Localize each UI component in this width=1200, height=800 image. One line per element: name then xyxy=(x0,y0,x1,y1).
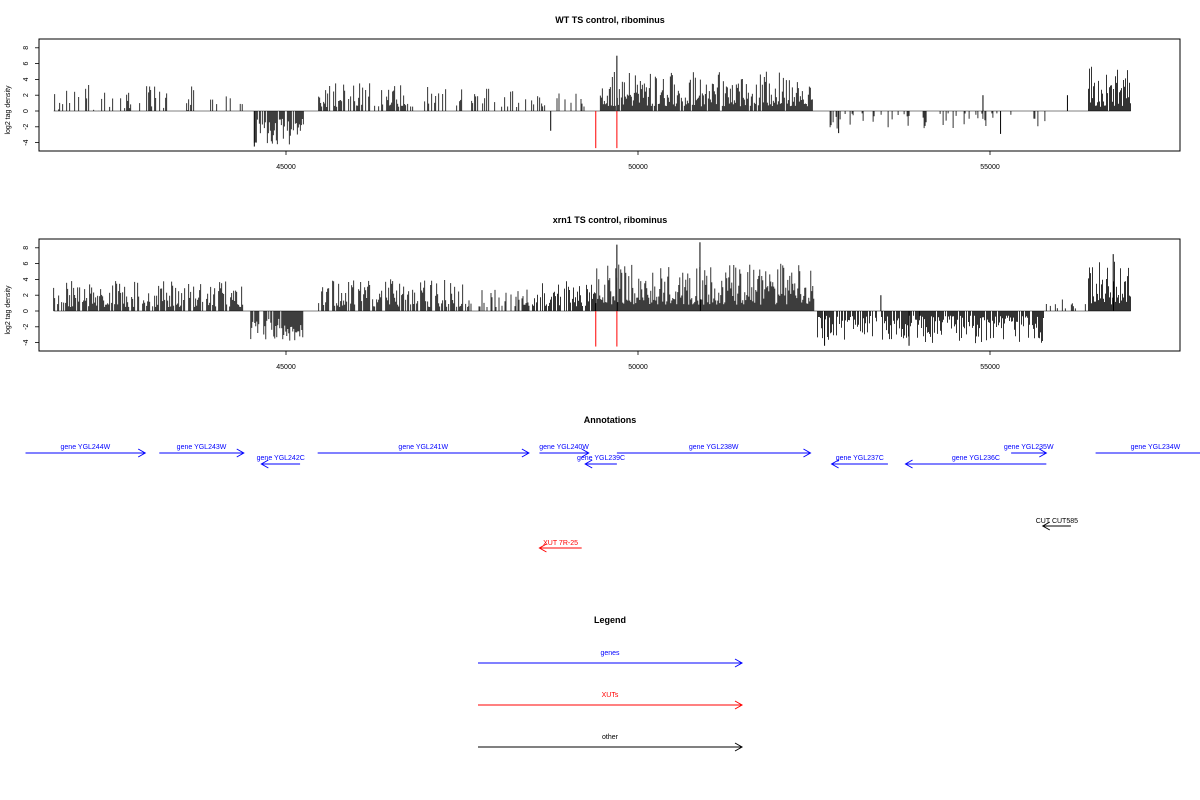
gene-feature: gene YGL236C xyxy=(904,455,1047,469)
x-axis-ticks: 45000 50000 55000 xyxy=(276,351,1000,371)
gene-feature: gene YGL234W xyxy=(1095,444,1200,454)
arrowhead-icon xyxy=(734,742,744,752)
y-tick-label: 8 xyxy=(23,46,30,50)
panel-title: WT TS control, ribominus xyxy=(555,15,665,25)
x-tick-label: 45000 xyxy=(276,164,296,171)
xut-feature: XUT 7R-25 xyxy=(538,540,582,553)
panel-title: xrn1 TS control, ribominus xyxy=(553,215,668,225)
y-axis-ticks: -4 -2 0 2 4 6 8 xyxy=(23,46,39,146)
arrowhead-icon xyxy=(734,700,744,710)
gene-feature: gene YGL235W xyxy=(1004,444,1054,458)
gene-feature: gene YGL238W xyxy=(616,444,812,458)
legend: Legend genes XUTs other xyxy=(478,615,744,752)
x-tick-label: 50000 xyxy=(628,164,648,171)
feature-label: gene YGL240W xyxy=(539,444,589,451)
y-tick-label: 4 xyxy=(23,277,30,281)
gene-feature: gene YGL239C xyxy=(577,455,625,469)
feature-label: gene YGL244W xyxy=(61,444,111,451)
arrowhead-icon xyxy=(137,448,147,458)
density-bars xyxy=(53,242,1131,347)
x-tick-label: 50000 xyxy=(628,364,648,371)
legend-item-other: other xyxy=(478,734,744,752)
y-tick-label: 6 xyxy=(23,262,30,266)
gene-feature: gene YGL241W xyxy=(317,444,530,458)
y-tick-label: 8 xyxy=(23,246,30,250)
y-axis-ticks: -4 -2 0 2 4 6 8 xyxy=(23,246,39,346)
arrowhead-icon xyxy=(1039,448,1048,458)
y-tick-label: 4 xyxy=(23,77,30,81)
arrowhead-icon xyxy=(1041,521,1051,531)
arrowhead-icon xyxy=(260,459,269,469)
arrowhead-icon xyxy=(521,448,530,458)
y-tick-label: 2 xyxy=(23,293,30,297)
y-axis-label: log2 tag density xyxy=(5,85,12,135)
legend-label: genes xyxy=(600,650,620,657)
feature-label: gene YGL238W xyxy=(689,444,739,451)
arrowhead-icon xyxy=(538,543,547,553)
legend-item-xuts: XUTs xyxy=(478,692,744,710)
arrowhead-icon xyxy=(584,459,593,469)
gene-feature: gene YGL237C xyxy=(830,455,888,469)
y-axis-label: log2 tag density xyxy=(5,285,12,335)
feature-label: gene YGL235W xyxy=(1004,444,1054,451)
arrowhead-icon xyxy=(830,459,839,469)
y-tick-label: 2 xyxy=(23,93,30,97)
gene-feature: gene YGL243W xyxy=(159,444,245,458)
feature-label: gene YGL237C xyxy=(836,455,884,462)
feature-label: CUT CUT585 xyxy=(1036,518,1078,525)
feature-label: gene YGL241W xyxy=(398,444,448,451)
density-bars xyxy=(53,55,1131,149)
legend-label: XUTs xyxy=(602,692,619,699)
y-tick-label: -4 xyxy=(23,139,30,145)
arrowhead-icon xyxy=(581,448,590,458)
feature-label: XUT 7R-25 xyxy=(543,540,578,547)
annotations-title: Annotations xyxy=(584,415,637,425)
wt-density-panel: WT TS control, ribominus log2 tag densit… xyxy=(5,15,1181,171)
legend-title: Legend xyxy=(594,615,626,625)
x-tick-label: 55000 xyxy=(980,364,1000,371)
y-tick-label: 0 xyxy=(23,309,30,313)
x-tick-label: 55000 xyxy=(980,164,1000,171)
y-tick-label: -2 xyxy=(23,324,30,330)
gene-feature: gene YGL240W xyxy=(539,444,590,458)
legend-item-genes: genes xyxy=(478,650,744,668)
feature-label: gene YGL234W xyxy=(1131,444,1181,451)
x-tick-label: 45000 xyxy=(276,364,296,371)
gene-feature: gene YGL242C xyxy=(257,455,305,469)
x-axis-ticks: 45000 50000 55000 xyxy=(276,151,1000,171)
annotation-features: gene YGL244W gene YGL243W gene YGL242C gene… xyxy=(25,444,1200,553)
y-tick-label: -2 xyxy=(23,124,30,130)
feature-label: gene YGL236C xyxy=(952,455,1000,462)
gene-feature: gene YGL244W xyxy=(25,444,147,458)
arrowhead-icon xyxy=(803,448,812,458)
feature-label: gene YGL242C xyxy=(257,455,305,462)
annotations-track: Annotations gene YGL244W gene YGL243Wgene… xyxy=(25,415,1200,553)
feature-label: gene YGL239C xyxy=(577,455,625,462)
y-tick-label: 0 xyxy=(23,109,30,113)
xrn1-density-panel: xrn1 TS control, ribominus log2 tag dens… xyxy=(5,215,1181,371)
other-feature: CUT CUT585 xyxy=(1036,518,1078,531)
legend-label: other xyxy=(602,734,619,741)
feature-label: gene YGL243W xyxy=(177,444,227,451)
arrowhead-icon xyxy=(734,658,744,668)
y-tick-label: 6 xyxy=(23,62,30,66)
arrowhead-icon xyxy=(904,459,913,469)
y-tick-label: -4 xyxy=(23,339,30,345)
arrowhead-icon xyxy=(236,448,245,458)
